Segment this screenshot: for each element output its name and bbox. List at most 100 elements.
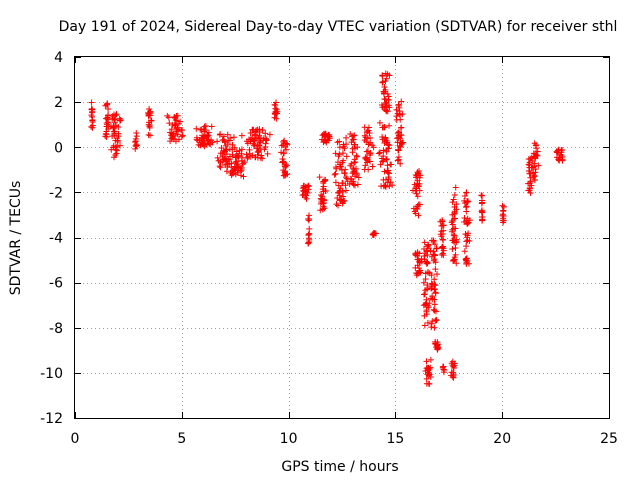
data-point bbox=[216, 163, 223, 170]
data-point bbox=[281, 169, 288, 176]
data-point bbox=[229, 151, 236, 158]
data-point bbox=[423, 258, 430, 265]
data-point bbox=[321, 178, 328, 185]
data-point bbox=[428, 280, 435, 287]
data-point bbox=[534, 152, 541, 159]
data-point bbox=[343, 141, 350, 148]
data-point bbox=[421, 322, 428, 329]
data-point bbox=[384, 141, 391, 148]
data-point bbox=[203, 133, 210, 140]
data-point bbox=[384, 71, 391, 78]
data-point bbox=[382, 96, 389, 103]
data-point bbox=[173, 128, 180, 135]
data-point bbox=[350, 178, 357, 185]
data-point bbox=[449, 221, 456, 228]
data-point bbox=[278, 142, 285, 149]
y-tick-label: -4 bbox=[49, 231, 63, 247]
data-point bbox=[415, 270, 422, 277]
data-point bbox=[420, 279, 427, 286]
data-point bbox=[233, 148, 240, 155]
data-point bbox=[383, 148, 390, 155]
data-point bbox=[363, 129, 370, 136]
data-point bbox=[431, 281, 438, 288]
data-point bbox=[351, 159, 358, 166]
data-point bbox=[115, 124, 122, 131]
data-point bbox=[380, 147, 387, 154]
data-point bbox=[439, 244, 446, 251]
data-point bbox=[385, 96, 392, 103]
data-point bbox=[452, 251, 459, 258]
data-point bbox=[257, 138, 264, 145]
data-point bbox=[535, 162, 542, 169]
data-point bbox=[336, 138, 343, 145]
data-point bbox=[316, 174, 323, 181]
data-point bbox=[383, 75, 390, 82]
data-point bbox=[173, 117, 180, 124]
data-point bbox=[117, 142, 124, 149]
data-point bbox=[112, 152, 119, 159]
data-point bbox=[386, 183, 393, 190]
data-point bbox=[465, 230, 472, 237]
data-point bbox=[363, 148, 370, 155]
data-point bbox=[262, 130, 269, 137]
data-point bbox=[425, 372, 432, 379]
data-point bbox=[232, 165, 239, 172]
data-point bbox=[255, 149, 262, 156]
data-point bbox=[262, 140, 269, 147]
data-point bbox=[532, 166, 539, 173]
y-tick-label: 2 bbox=[54, 95, 63, 111]
data-point bbox=[214, 138, 221, 145]
data-point bbox=[432, 308, 439, 315]
data-point bbox=[148, 117, 155, 124]
data-point bbox=[397, 116, 404, 123]
y-tick-label: -6 bbox=[49, 276, 63, 292]
data-point bbox=[380, 90, 387, 97]
data-point bbox=[239, 154, 246, 161]
data-point bbox=[452, 225, 459, 232]
data-point bbox=[379, 134, 386, 141]
data-point bbox=[384, 162, 391, 169]
data-point bbox=[464, 220, 471, 227]
data-point bbox=[146, 124, 153, 131]
data-point bbox=[428, 272, 435, 279]
data-point bbox=[343, 153, 350, 160]
data-point bbox=[434, 344, 441, 351]
data-point bbox=[336, 187, 343, 194]
data-point bbox=[499, 202, 506, 209]
data-point bbox=[133, 142, 140, 149]
data-point bbox=[284, 141, 291, 148]
x-tick-label: 0 bbox=[71, 431, 80, 447]
data-point bbox=[414, 193, 421, 200]
data-point bbox=[172, 132, 179, 139]
data-point bbox=[432, 290, 439, 297]
data-point bbox=[449, 199, 456, 206]
data-point bbox=[338, 166, 345, 173]
data-point bbox=[317, 207, 324, 214]
data-point bbox=[332, 170, 339, 177]
data-point bbox=[382, 107, 389, 114]
data-point bbox=[111, 116, 118, 123]
data-point bbox=[431, 324, 438, 331]
data-point bbox=[352, 159, 359, 166]
data-point bbox=[397, 160, 404, 167]
data-point bbox=[113, 111, 120, 118]
data-point bbox=[133, 141, 140, 148]
data-point bbox=[398, 124, 405, 131]
data-point bbox=[433, 316, 440, 323]
y-tick-label: -8 bbox=[49, 321, 63, 337]
data-point bbox=[347, 175, 354, 182]
data-point bbox=[421, 253, 428, 260]
data-point bbox=[450, 231, 457, 238]
data-point bbox=[452, 184, 459, 191]
data-point bbox=[148, 117, 155, 124]
data-point bbox=[343, 134, 350, 141]
x-axis-label: GPS time / hours bbox=[281, 459, 398, 475]
data-point bbox=[451, 209, 458, 216]
data-point bbox=[397, 139, 404, 146]
data-point bbox=[461, 193, 468, 200]
data-point bbox=[440, 227, 447, 234]
data-point bbox=[231, 144, 238, 151]
y-tick-label: -12 bbox=[40, 411, 63, 427]
x-tick-label: 25 bbox=[600, 431, 618, 447]
